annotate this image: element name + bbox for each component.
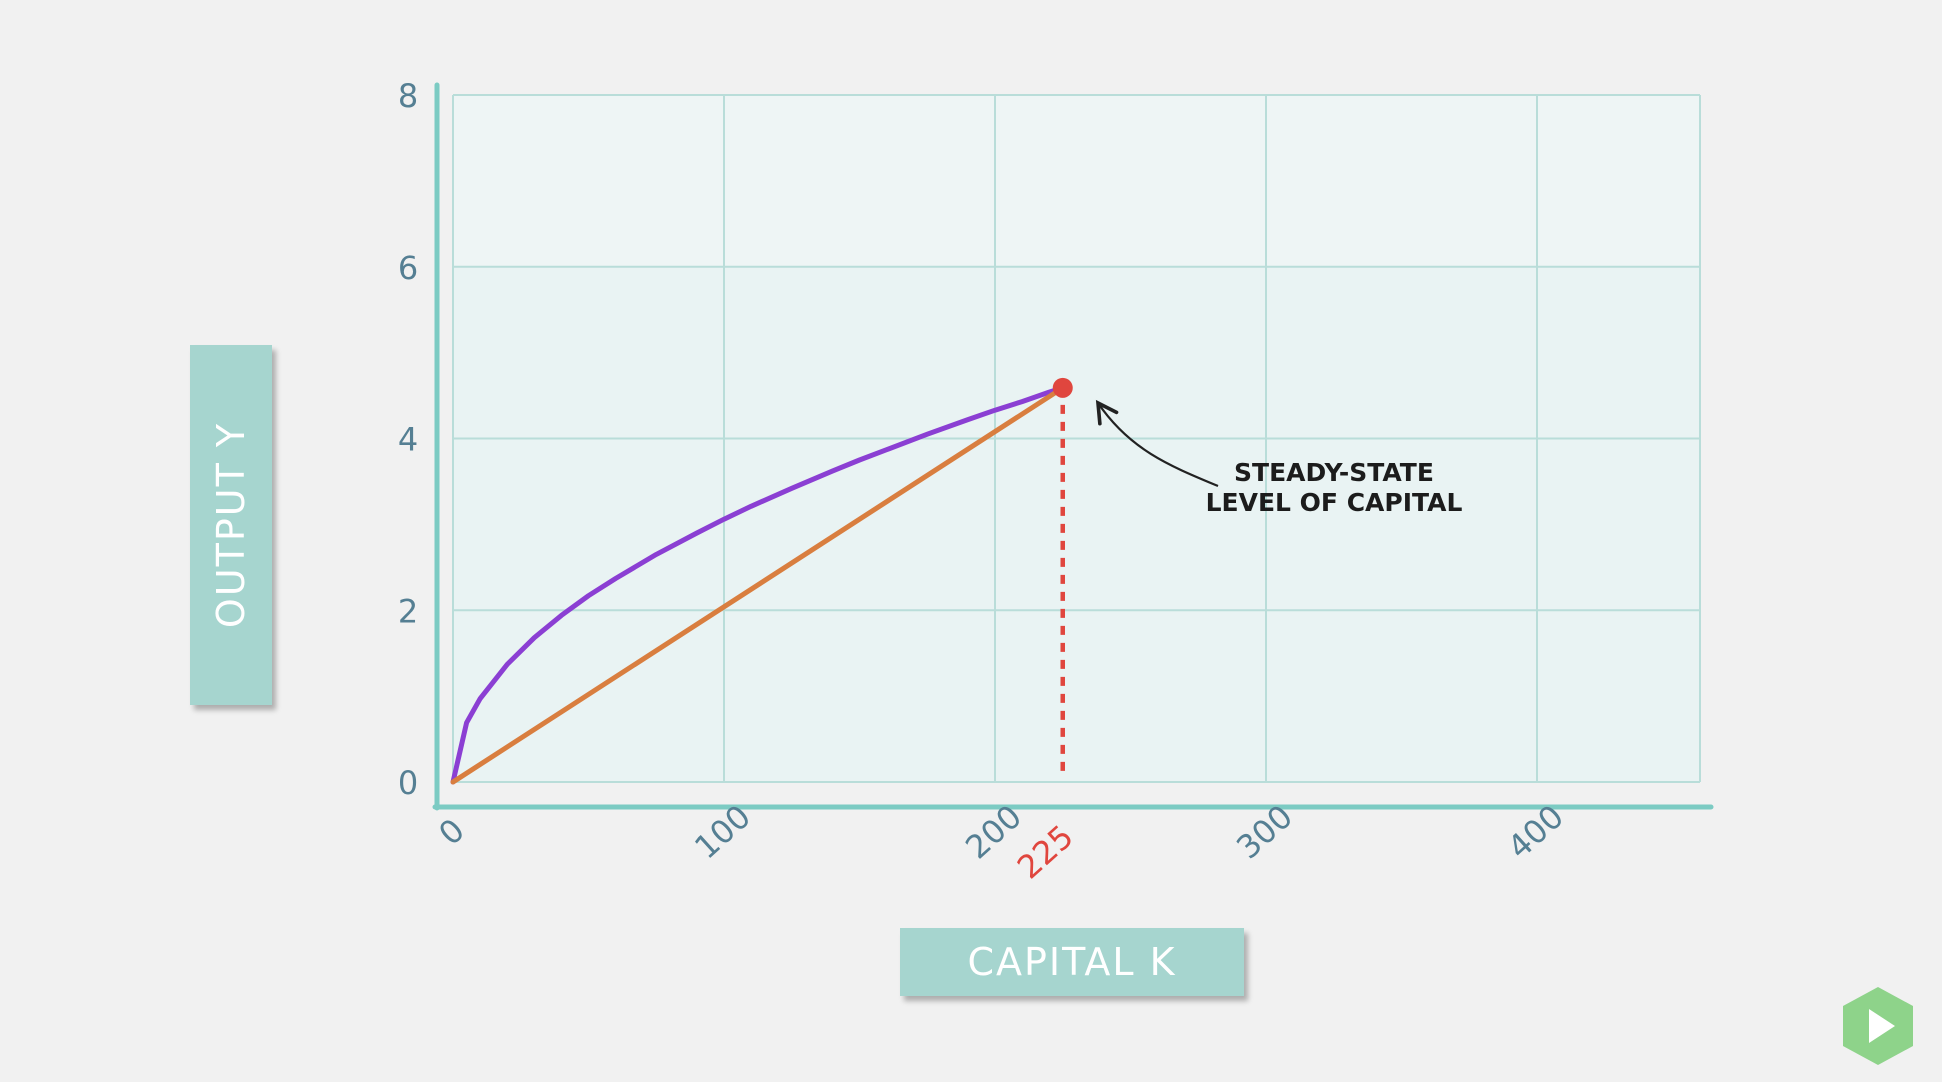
x-tick-label: 0	[431, 811, 472, 853]
plot-background-top	[453, 95, 1700, 267]
annotation-text: LEVEL OF CAPITAL	[1206, 488, 1463, 517]
depreciation-line	[450, 385, 1066, 785]
x-axis-label-box: CAPITAL K	[900, 928, 1244, 996]
y-tick-label: 4	[398, 421, 418, 459]
y-axis-label: OUTPUT Y	[209, 421, 253, 629]
y-tick-label: 2	[398, 592, 418, 630]
y-tick-label: 0	[398, 764, 418, 802]
y-tick-label: 6	[398, 249, 418, 287]
play-icon[interactable]	[1841, 985, 1915, 1067]
plot-background	[453, 266, 1700, 782]
steady-state-point	[1052, 377, 1073, 398]
y-axis-label-box: OUTPUT Y	[190, 345, 272, 705]
annotation-text: STEADY-STATE	[1234, 458, 1434, 487]
y-tick-label: 8	[398, 77, 418, 115]
x-axis-label: CAPITAL K	[967, 940, 1177, 984]
production-curve	[450, 385, 1066, 785]
annotation-arrow	[1095, 399, 1219, 488]
